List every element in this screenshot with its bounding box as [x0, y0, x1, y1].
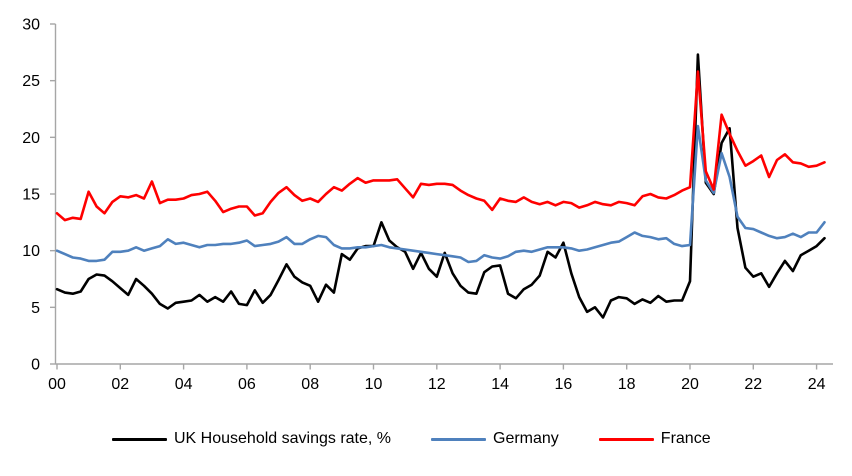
y-tick-label: 0	[31, 357, 40, 374]
x-tick-label: 02	[111, 376, 129, 393]
plot-svg: 0 5 10 15 20 25 30 00 02 04 06 08 10 12 14 16 18 20 22 24	[22, 17, 833, 393]
legend-line-france-icon	[598, 437, 654, 441]
x-tick-label: 14	[491, 376, 509, 393]
x-tick-label: 00	[48, 376, 66, 393]
x-tick-label: 16	[554, 376, 572, 393]
x-tick-label: 18	[618, 376, 636, 393]
y-tick-label: 30	[22, 17, 40, 34]
legend-line-uk-icon	[112, 437, 167, 441]
x-tick-label: 08	[301, 376, 319, 393]
legend-label-uk: UK Household savings rate, %	[174, 430, 391, 447]
x-tick-label: 22	[744, 376, 762, 393]
y-tick-label: 5	[31, 300, 40, 317]
x-tick-label: 12	[428, 376, 446, 393]
x-tick-label: 04	[175, 376, 193, 393]
x-tick-label: 24	[808, 376, 826, 393]
y-tick-label: 25	[22, 73, 40, 90]
legend-label-france: France	[660, 430, 711, 447]
y-tick-label: 15	[22, 187, 40, 204]
y-tick-label: 20	[22, 130, 40, 147]
legend-item-uk: UK Household savings rate, %	[112, 430, 391, 448]
x-tick-label: 20	[681, 376, 699, 393]
chart-legend: UK Household savings rate, % Germany Fra…	[112, 430, 711, 448]
x-tick-label: 10	[365, 376, 383, 393]
legend-item-france: France	[598, 430, 711, 448]
legend-item-germany: Germany	[431, 430, 559, 448]
series-line-2	[55, 70, 826, 222]
series-line-1	[55, 124, 826, 264]
legend-label-germany: Germany	[493, 430, 559, 447]
legend-line-germany-icon	[431, 437, 486, 441]
y-tick-label: 10	[22, 243, 40, 260]
x-tick-label: 06	[238, 376, 256, 393]
